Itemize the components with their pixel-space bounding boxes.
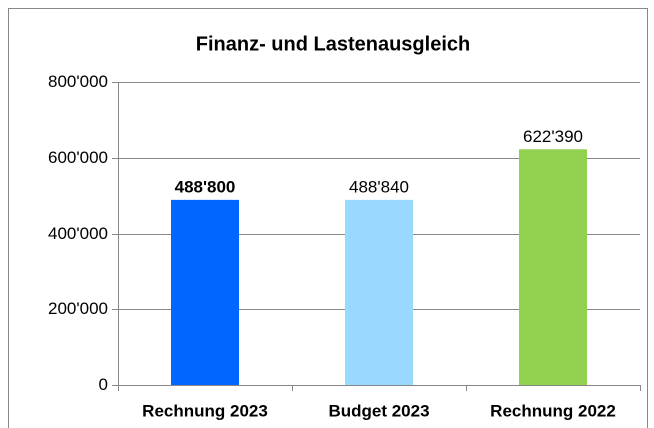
y-tick-label: 200'000 xyxy=(48,299,108,318)
y-tick-label: 400'000 xyxy=(48,224,108,243)
bar xyxy=(345,199,413,385)
value-label: 488'800 xyxy=(175,177,236,196)
x-tick-label: Rechnung 2022 xyxy=(490,401,616,420)
bar xyxy=(171,199,239,385)
value-label: 488'840 xyxy=(349,177,409,196)
y-tick-label: 800'000 xyxy=(48,72,108,91)
bar xyxy=(519,149,587,385)
value-label: 622'390 xyxy=(523,127,583,146)
chart-title: Finanz- und Lastenausgleich xyxy=(196,33,470,55)
x-tick-label: Rechnung 2023 xyxy=(142,401,268,420)
x-tick-label: Budget 2023 xyxy=(328,401,429,420)
y-tick-label: 600'000 xyxy=(48,148,108,167)
y-tick-label: 0 xyxy=(99,375,108,394)
